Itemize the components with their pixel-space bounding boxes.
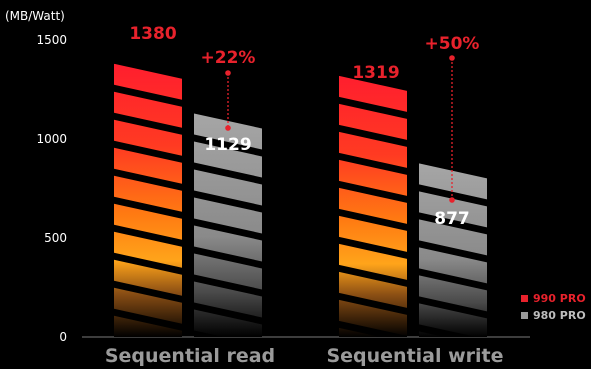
delta-label-sequential-write: +50% bbox=[425, 34, 480, 54]
y-axis-unit-label: (MB/Watt) bbox=[5, 9, 65, 23]
legend-label-990-pro: 990 PRO bbox=[533, 292, 586, 305]
legend-label-980-pro: 980 PRO bbox=[533, 309, 586, 322]
value-label-980-pro-sequential-read: 1129 bbox=[204, 135, 251, 155]
y-tick-label: 1000 bbox=[36, 132, 67, 146]
bar-990-pro-sequential-read: 1380 bbox=[114, 24, 182, 337]
delta-dot-bottom bbox=[449, 197, 455, 203]
x-category-label-sequential-read: Sequential read bbox=[105, 345, 275, 367]
bar-980-pro-sequential-read: 1129 bbox=[194, 113, 262, 337]
legend-swatch-990-pro bbox=[521, 295, 528, 302]
legend: 990 PRO 980 PRO bbox=[521, 292, 586, 322]
delta-dot-bottom bbox=[225, 125, 231, 131]
bar-990-pro-sequential-write: 1319 bbox=[339, 63, 407, 337]
value-label-990-pro-sequential-write: 1319 bbox=[352, 63, 399, 83]
delta-dot-top bbox=[449, 55, 455, 61]
delta-dot-top bbox=[225, 70, 231, 76]
value-label-980-pro-sequential-write: 877 bbox=[434, 209, 470, 229]
bar-980-pro-sequential-write: 877 bbox=[419, 163, 487, 337]
delta-label-sequential-read: +22% bbox=[201, 48, 256, 68]
value-label-990-pro-sequential-read: 1380 bbox=[129, 24, 176, 44]
legend-swatch-980-pro bbox=[521, 312, 528, 319]
y-tick-label: 1500 bbox=[36, 33, 67, 47]
y-tick-label: 500 bbox=[44, 231, 67, 245]
delta-annotation-sequential-write: +50% bbox=[425, 34, 480, 203]
y-tick-label: 0 bbox=[59, 330, 67, 344]
x-category-label-sequential-write: Sequential write bbox=[326, 345, 503, 367]
delta-annotation-sequential-read: +22% bbox=[201, 48, 256, 131]
